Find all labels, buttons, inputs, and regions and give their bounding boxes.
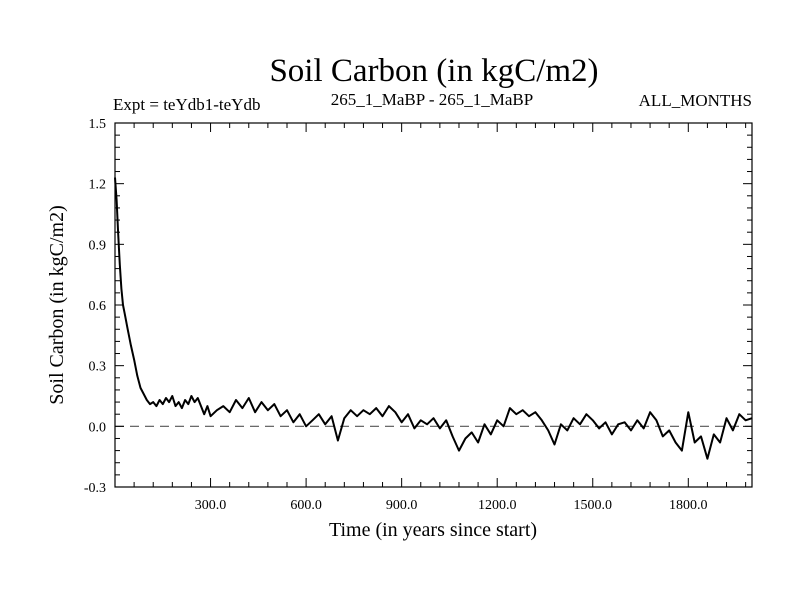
soil-carbon-series-line (114, 177, 753, 460)
experiment-label: Expt = teYdb1-teYdb (113, 95, 260, 114)
y-tick-label: 0.0 (89, 420, 107, 435)
period-label: 265_1_MaBP - 265_1_MaBP (331, 90, 533, 109)
months-label: ALL_MONTHS (639, 91, 752, 110)
x-tick-label: 1500.0 (574, 498, 613, 513)
y-tick-label: 0.3 (89, 360, 107, 375)
x-tick-label: 600.0 (290, 498, 322, 513)
x-tick-label: 1200.0 (478, 498, 517, 513)
y-tick-label: 0.9 (89, 238, 107, 253)
x-tick-label: 1800.0 (669, 498, 708, 513)
x-axis-label: Time (in years since start) (329, 519, 537, 541)
series-layer (114, 177, 753, 460)
plot-frame (114, 122, 753, 488)
y-axis-label: Soil Carbon (in kgC/m2) (46, 205, 68, 404)
chart-title: Soil Carbon (in kgC/m2) (269, 53, 598, 89)
x-tick-label: 900.0 (386, 498, 418, 513)
y-tick-label: 0.6 (89, 299, 107, 314)
x-tick-label: 300.0 (195, 498, 227, 513)
y-tick-label: 1.2 (89, 178, 107, 193)
tick-layer: -0.3 0.0 0.3 0.6 0.9 1.2 1.5 300.0 600.0 900.0 120… (84, 117, 752, 513)
y-tick-label: -0.3 (84, 481, 106, 496)
y-tick-label: 1.5 (89, 117, 107, 132)
